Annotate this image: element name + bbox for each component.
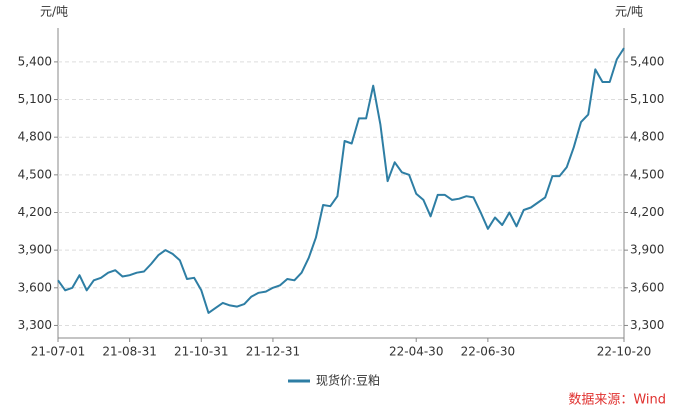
y-tick-label: 4,800: [18, 130, 52, 144]
y2-tick-label: 4,500: [630, 167, 664, 181]
y2-tick-label: 5,100: [630, 92, 664, 106]
legend-label: 现货价:豆粕: [316, 373, 380, 388]
y2-tick-label: 3,300: [630, 318, 664, 332]
y2-tick-label: 3,900: [630, 243, 664, 257]
y-tick-label: 3,900: [18, 243, 52, 257]
y2-tick-label: 5,400: [630, 54, 664, 68]
y2-tick-label: 4,200: [630, 205, 664, 219]
x-tick-label: 21-10-31: [174, 345, 228, 359]
x-tick-label: 22-06-30: [461, 345, 515, 359]
x-tick-label: 21-07-01: [31, 345, 85, 359]
y-tick-label: 3,600: [18, 280, 52, 294]
x-tick-label: 22-10-20: [597, 345, 651, 359]
x-tick-label: 21-08-31: [102, 345, 156, 359]
y2-axis-label: 元/吨: [615, 5, 643, 19]
line-series: [57, 47, 625, 314]
y2-tick-label: 3,600: [630, 280, 664, 294]
y-tick-label: 4,500: [18, 167, 52, 181]
y-tick-label: 5,400: [18, 54, 52, 68]
y-axis-label: 元/吨: [40, 5, 68, 19]
y-tick-label: 5,100: [18, 92, 52, 106]
y-tick-label: 4,200: [18, 205, 52, 219]
x-tick-label: 21-12-31: [246, 345, 300, 359]
y2-tick-label: 4,800: [630, 130, 664, 144]
x-tick-label: 22-04-30: [389, 345, 443, 359]
source: 数据来源：Wind: [568, 393, 666, 408]
y-tick-label: 3,300: [18, 318, 52, 332]
